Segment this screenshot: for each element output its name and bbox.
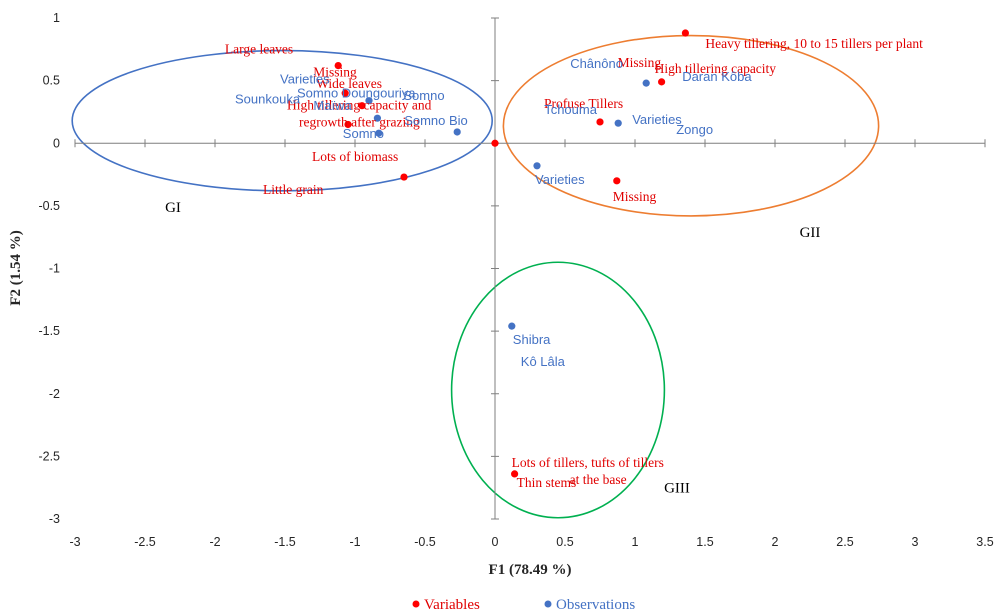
variable-label: High tillering capacity (655, 61, 777, 76)
group-ellipse-gi (71, 49, 494, 192)
y-tick-label: 1 (53, 11, 60, 25)
x-tick-label: -2 (209, 535, 220, 549)
variable-label: High tillering capacity and regrowth afte… (287, 98, 432, 130)
data-points (334, 29, 690, 478)
legend-label-observations: Observations (556, 597, 635, 613)
tick-marks (74, 17, 986, 520)
observation-label: Somno Doungouriya (297, 86, 416, 101)
label-line: regrowth after grazing (299, 115, 420, 130)
variable-label: Lots of tillers, tufts of tillers at the … (512, 455, 664, 487)
observation-point (375, 129, 383, 137)
variable-point (491, 139, 499, 147)
x-tick-label: 3 (912, 535, 919, 549)
observation-point (614, 119, 622, 127)
label-line: at the base (570, 472, 627, 487)
x-tick-label: 3.5 (976, 535, 993, 549)
x-tick-label: -3 (69, 535, 80, 549)
group-label-giii: GIII (664, 481, 690, 497)
observation-label: Daran Kôba (682, 69, 752, 84)
y-tick-label: -1 (49, 262, 60, 276)
variable-point (400, 173, 408, 181)
group-labels: GI GII GIII (165, 200, 820, 497)
x-tick-label: 0 (492, 535, 499, 549)
observation-point (453, 128, 461, 136)
variable-label: Missing (618, 55, 662, 70)
observation-label: Zongo (676, 122, 713, 137)
x-axis-title: F1 (78.49 %) (489, 562, 572, 578)
y-tick-label: 0.5 (43, 74, 60, 88)
variable-label: Profuse Tillers (544, 96, 623, 111)
legend-marker-observations (544, 600, 552, 608)
y-tick-label: -2 (49, 387, 60, 401)
x-tick-label: -2.5 (134, 535, 156, 549)
variable-point (596, 118, 604, 126)
label-line: Lots of tillers, tufts of tillers (512, 455, 664, 470)
observation-label: Varieties (280, 72, 330, 87)
variable-point (613, 177, 621, 185)
variable-label: Heavy tillering, 10 to 15 tillers per pl… (705, 36, 923, 51)
label-line: High tillering capacity and (287, 98, 432, 113)
observation-label: Somno (403, 88, 444, 103)
variable-point (358, 102, 366, 110)
variable-point (510, 470, 519, 478)
variable-label: Lots of biomass (312, 149, 398, 164)
x-tick-label: -1 (349, 535, 360, 549)
y-tick-label: -0.5 (38, 199, 60, 213)
variable-point (658, 78, 666, 86)
observation-label: Somno Bio (404, 113, 468, 128)
group-ellipse-giii (450, 261, 666, 519)
observation-point (373, 114, 381, 122)
variable-point (341, 89, 349, 97)
x-tick-label: 2 (772, 535, 779, 549)
variable-point (681, 29, 690, 37)
observation-label: Kô Lâla (521, 354, 566, 369)
observation-point (533, 162, 541, 170)
observation-label: Tchouma (544, 102, 598, 117)
variable-label: Large leaves (225, 42, 293, 57)
observation-point (508, 322, 516, 330)
observation-label: Sounkouka (235, 92, 301, 107)
x-tick-label: -0.5 (414, 535, 436, 549)
group-ellipse-gii (502, 34, 880, 217)
y-tick-label: -2.5 (38, 449, 60, 463)
group-label-gi: GI (165, 200, 181, 216)
y-axis-title: F2 (1.54 %) (8, 230, 24, 305)
x-tick-label: -1.5 (274, 535, 296, 549)
observation-label: Varieties (632, 112, 682, 127)
y-tick-label: -3 (49, 512, 60, 526)
observation-point (642, 79, 650, 87)
variable-label: Wide leaves (316, 76, 382, 91)
x-tick-label: 1.5 (696, 535, 713, 549)
tick-labels: -3 -2.5 -2 -1.5 -1 -0.5 0 0.5 1 1.5 2 2.5 3 3.5 1 0.5 0 -… (38, 11, 993, 549)
observation-label: Somno (343, 126, 384, 141)
observation-label: Maïwa (313, 98, 352, 113)
y-tick-label: 0 (53, 136, 60, 150)
variable-label: Missing (613, 189, 657, 204)
variable-label: Missing (313, 65, 357, 80)
observation-label: Shibra (513, 332, 551, 347)
axes (75, 18, 985, 519)
x-tick-label: 0.5 (556, 535, 573, 549)
y-tick-label: -1.5 (38, 324, 60, 338)
x-tick-label: 1 (632, 535, 639, 549)
group-ellipses (71, 34, 880, 519)
point-labels: Heavy tillering, 10 to 15 tillers per pl… (225, 36, 923, 490)
variable-point (334, 61, 342, 70)
observation-label: Varieties (535, 172, 585, 187)
variable-point (344, 120, 352, 129)
variable-label: Little grain (263, 182, 324, 197)
variable-label: Thin stems (517, 475, 577, 490)
observation-label: Chânôno (570, 56, 623, 71)
observation-point (365, 97, 373, 105)
group-label-gii: GII (800, 225, 821, 241)
legend-marker-variables (412, 600, 420, 608)
legend-label-variables: Variables (424, 597, 480, 613)
x-tick-label: 2.5 (836, 535, 853, 549)
legend: Variables Observations (412, 597, 635, 613)
